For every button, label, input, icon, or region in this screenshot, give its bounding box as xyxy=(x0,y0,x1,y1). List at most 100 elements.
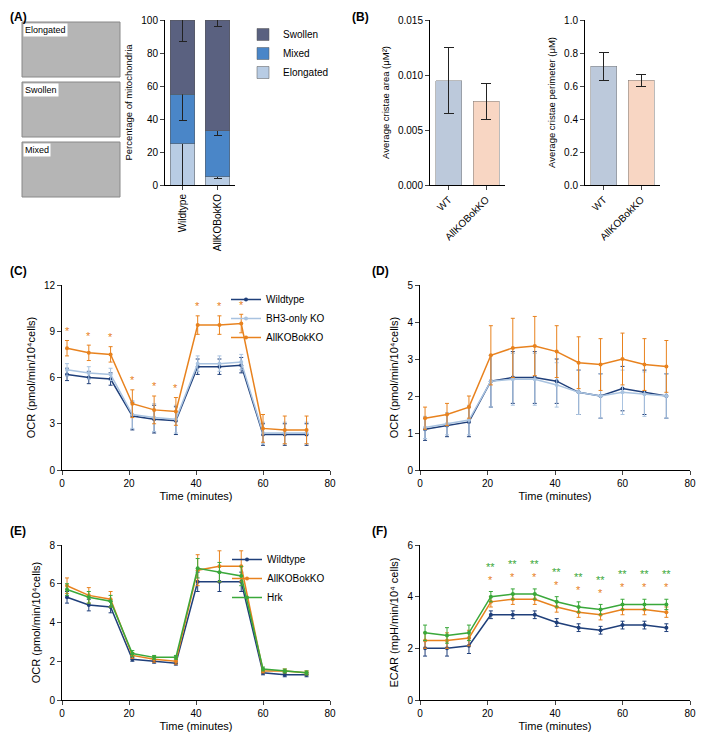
svg-text:20: 20 xyxy=(147,147,159,158)
svg-text:5: 5 xyxy=(407,280,413,291)
svg-text:6: 6 xyxy=(49,578,55,589)
svg-text:9: 9 xyxy=(49,326,55,337)
svg-text:*: * xyxy=(239,299,244,311)
svg-text:**: ** xyxy=(596,574,605,586)
svg-text:Mixed: Mixed xyxy=(283,48,310,59)
svg-text:*: * xyxy=(642,581,647,593)
svg-text:60: 60 xyxy=(147,81,159,92)
svg-text:20: 20 xyxy=(123,478,135,489)
svg-text:OCR (pmol/min/10⁴cells): OCR (pmol/min/10⁴cells) xyxy=(25,317,37,438)
svg-text:Time (minutes): Time (minutes) xyxy=(519,490,592,502)
svg-text:AllKOBokKO: AllKOBokKO xyxy=(267,573,324,584)
svg-text:*: * xyxy=(195,300,200,312)
svg-text:1.0: 1.0 xyxy=(564,15,578,26)
svg-text:*: * xyxy=(554,579,559,591)
svg-text:(E): (E) xyxy=(10,524,26,538)
svg-text:**: ** xyxy=(486,561,495,573)
svg-text:Average cristae area (μM²): Average cristae area (μM²) xyxy=(380,46,391,159)
svg-text:0.000: 0.000 xyxy=(398,180,423,191)
svg-text:(A): (A) xyxy=(10,10,27,24)
svg-text:ECAR (mpH/min/10⁴ cells): ECAR (mpH/min/10⁴ cells) xyxy=(388,557,400,687)
svg-text:60: 60 xyxy=(257,708,269,719)
svg-text:3: 3 xyxy=(407,354,413,365)
svg-text:*: * xyxy=(532,571,537,583)
svg-text:0.4: 0.4 xyxy=(564,114,578,125)
svg-text:Wildtype: Wildtype xyxy=(266,294,305,305)
svg-text:*: * xyxy=(152,380,157,392)
svg-text:OCR (pmol/min/10⁴cells): OCR (pmol/min/10⁴cells) xyxy=(30,562,42,683)
svg-text:0: 0 xyxy=(152,180,158,191)
svg-text:60: 60 xyxy=(617,478,629,489)
svg-text:20: 20 xyxy=(482,478,494,489)
svg-text:100: 100 xyxy=(141,15,158,26)
svg-text:Hrk: Hrk xyxy=(267,592,284,603)
svg-text:Wildtype: Wildtype xyxy=(267,554,306,565)
svg-text:Time (minutes): Time (minutes) xyxy=(519,720,592,732)
svg-text:80: 80 xyxy=(324,708,336,719)
svg-text:*: * xyxy=(173,382,178,394)
svg-text:AllKOBokKO: AllKOBokKO xyxy=(212,194,223,251)
svg-text:*: * xyxy=(217,300,222,312)
svg-text:1: 1 xyxy=(407,428,413,439)
svg-text:Swollen: Swollen xyxy=(283,29,318,40)
svg-text:4: 4 xyxy=(49,617,55,628)
svg-text:BH3-only KO: BH3-only KO xyxy=(266,313,325,324)
svg-text:80: 80 xyxy=(324,478,336,489)
svg-text:4: 4 xyxy=(407,591,413,602)
svg-text:40: 40 xyxy=(549,708,561,719)
svg-text:(B): (B) xyxy=(352,10,369,24)
svg-text:Mixed: Mixed xyxy=(25,145,49,155)
svg-text:0: 0 xyxy=(49,465,55,476)
svg-text:Time (minutes): Time (minutes) xyxy=(160,490,233,502)
svg-text:**: ** xyxy=(618,568,627,580)
svg-text:80: 80 xyxy=(147,48,159,59)
svg-text:*: * xyxy=(65,325,70,337)
svg-text:**: ** xyxy=(530,558,539,570)
svg-text:40: 40 xyxy=(549,478,561,489)
svg-text:AllKOBokKO: AllKOBokKO xyxy=(598,194,646,242)
svg-text:(C): (C) xyxy=(10,264,27,278)
svg-text:Average cristae perimeter (μM): Average cristae perimeter (μM) xyxy=(546,37,557,168)
svg-text:0.005: 0.005 xyxy=(398,125,423,136)
svg-text:(F): (F) xyxy=(372,524,387,538)
svg-text:0: 0 xyxy=(417,708,423,719)
svg-text:2: 2 xyxy=(407,643,413,654)
svg-text:60: 60 xyxy=(257,478,269,489)
svg-text:Percentage of mitochondria: Percentage of mitochondria xyxy=(123,44,134,161)
svg-text:40: 40 xyxy=(190,478,202,489)
svg-text:AllKOBokKO: AllKOBokKO xyxy=(443,194,491,242)
svg-text:0.8: 0.8 xyxy=(564,48,578,59)
svg-text:80: 80 xyxy=(684,708,696,719)
svg-text:Wildtype: Wildtype xyxy=(177,194,188,233)
svg-text:6: 6 xyxy=(407,540,413,551)
svg-text:*: * xyxy=(130,374,135,386)
svg-text:0.2: 0.2 xyxy=(564,147,578,158)
svg-text:0.010: 0.010 xyxy=(398,70,423,81)
svg-text:60: 60 xyxy=(617,708,629,719)
svg-text:0: 0 xyxy=(407,465,413,476)
svg-text:*: * xyxy=(576,584,581,596)
svg-text:0.0: 0.0 xyxy=(564,180,578,191)
svg-text:4: 4 xyxy=(407,317,413,328)
svg-text:0: 0 xyxy=(407,695,413,706)
svg-text:Time (minutes): Time (minutes) xyxy=(160,720,233,732)
svg-text:2: 2 xyxy=(49,656,55,667)
svg-text:**: ** xyxy=(640,568,649,580)
svg-text:AllKOBokKO: AllKOBokKO xyxy=(266,332,323,343)
svg-text:Elongated: Elongated xyxy=(283,67,328,78)
svg-text:6: 6 xyxy=(49,372,55,383)
svg-text:20: 20 xyxy=(123,708,135,719)
svg-text:*: * xyxy=(488,574,493,586)
svg-text:80: 80 xyxy=(684,478,696,489)
svg-text:8: 8 xyxy=(49,540,55,551)
svg-text:0: 0 xyxy=(49,695,55,706)
svg-text:*: * xyxy=(108,331,113,343)
svg-text:**: ** xyxy=(574,571,583,583)
svg-text:20: 20 xyxy=(482,708,494,719)
svg-text:0.6: 0.6 xyxy=(564,81,578,92)
svg-text:**: ** xyxy=(552,566,561,578)
svg-text:**: ** xyxy=(662,568,671,580)
svg-text:Swollen: Swollen xyxy=(25,85,57,95)
svg-text:3: 3 xyxy=(49,418,55,429)
svg-text:0.015: 0.015 xyxy=(398,15,423,26)
